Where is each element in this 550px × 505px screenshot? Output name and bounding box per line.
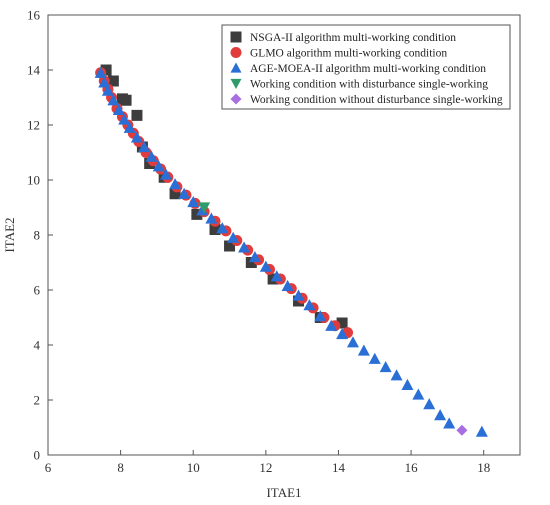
- data-point: [98, 76, 111, 88]
- axes: 6 8 10 12 14 16 18 0 2 4 6 8 10 12 14 16 ITAE1 ITAE2: [2, 8, 490, 501]
- data-point: [475, 425, 488, 437]
- series-triangle-down: [198, 202, 211, 214]
- data-point: [216, 222, 229, 234]
- y-axis-title: ITAE2: [2, 217, 17, 252]
- y-tick-label: 4: [34, 338, 41, 353]
- data-point: [336, 317, 348, 329]
- x-tick-label: 6: [45, 460, 52, 475]
- y-tick-label: 16: [27, 8, 41, 23]
- x-tick-label: 14: [332, 460, 346, 475]
- x-tick-label: 18: [477, 460, 490, 475]
- data-point: [123, 121, 136, 133]
- data-point: [101, 84, 114, 96]
- data-point: [238, 241, 251, 253]
- data-point: [292, 289, 305, 301]
- legend-label: GLMO algorithm multi-working condition: [250, 48, 447, 60]
- data-point: [187, 196, 200, 208]
- legend-marker-circle: [230, 47, 242, 58]
- data-point: [178, 187, 191, 199]
- data-point: [160, 168, 172, 180]
- data-point: [224, 240, 236, 252]
- data-point: [423, 398, 436, 410]
- data-point: [205, 212, 218, 224]
- data-point: [145, 150, 158, 162]
- data-point: [336, 328, 349, 340]
- x-tick-label: 12: [259, 460, 272, 475]
- data-point: [390, 369, 403, 381]
- data-point: [130, 131, 143, 143]
- data-point: [248, 251, 261, 263]
- y-tick-label: 12: [27, 118, 40, 133]
- data-point: [357, 344, 370, 356]
- data-point: [303, 299, 316, 311]
- data-point: [120, 94, 132, 106]
- series-diamond: [456, 424, 468, 436]
- y-tick-label: 0: [34, 448, 41, 463]
- data-point: [259, 260, 272, 272]
- legend-marker-triangle-up: [230, 62, 242, 73]
- series-triangle-up: [94, 66, 488, 437]
- legend-marker-diamond: [230, 93, 242, 105]
- data-point: [107, 75, 119, 87]
- legend-label: AGE-MOEA-II algorithm multi-working cond…: [250, 63, 486, 75]
- data-point: [456, 424, 468, 436]
- data-point: [281, 279, 294, 291]
- data-point: [227, 231, 240, 243]
- data-point: [412, 388, 425, 400]
- legend-marker-triangle-down: [230, 78, 242, 89]
- y-tick-label: 6: [34, 283, 41, 298]
- x-tick-label: 8: [117, 460, 124, 475]
- data-point: [138, 141, 151, 153]
- data-point: [169, 178, 182, 190]
- legend-label: NSGA-II algorithm multi-working conditio…: [250, 32, 456, 44]
- legend-box: [221, 24, 511, 110]
- data-point: [100, 64, 112, 76]
- data-point: [379, 361, 392, 373]
- data-point: [118, 113, 131, 125]
- data-point: [107, 94, 120, 106]
- data-point: [325, 319, 338, 331]
- data-point: [314, 310, 327, 322]
- x-axis-title: ITAE1: [266, 485, 301, 500]
- data-point: [169, 188, 181, 200]
- data-point: [131, 109, 143, 121]
- legend-label: Working condition without disturbance si…: [250, 94, 503, 106]
- data-point: [443, 417, 456, 429]
- x-tick-label: 10: [187, 460, 200, 475]
- y-tick-label: 8: [34, 228, 41, 243]
- data-point: [270, 270, 283, 282]
- data-point: [346, 336, 359, 348]
- data-point: [198, 202, 211, 214]
- legend: NSGA-II algorithm multi-working conditio…: [221, 24, 511, 110]
- data-point: [368, 352, 381, 364]
- data-point: [209, 224, 221, 235]
- data-marks: [94, 64, 488, 437]
- y-tick-label: 2: [34, 393, 41, 408]
- data-point: [112, 103, 125, 115]
- x-tick-label: 16: [405, 460, 419, 475]
- data-point: [434, 409, 447, 421]
- data-point: [401, 378, 414, 390]
- legend-marker-square: [230, 31, 242, 43]
- data-point: [94, 66, 107, 78]
- data-point: [245, 257, 257, 268]
- data-point: [152, 160, 165, 172]
- legend-label: Working condition with disturbance singl…: [250, 79, 488, 91]
- y-tick-label: 14: [27, 63, 41, 78]
- y-tick-label: 10: [27, 173, 40, 188]
